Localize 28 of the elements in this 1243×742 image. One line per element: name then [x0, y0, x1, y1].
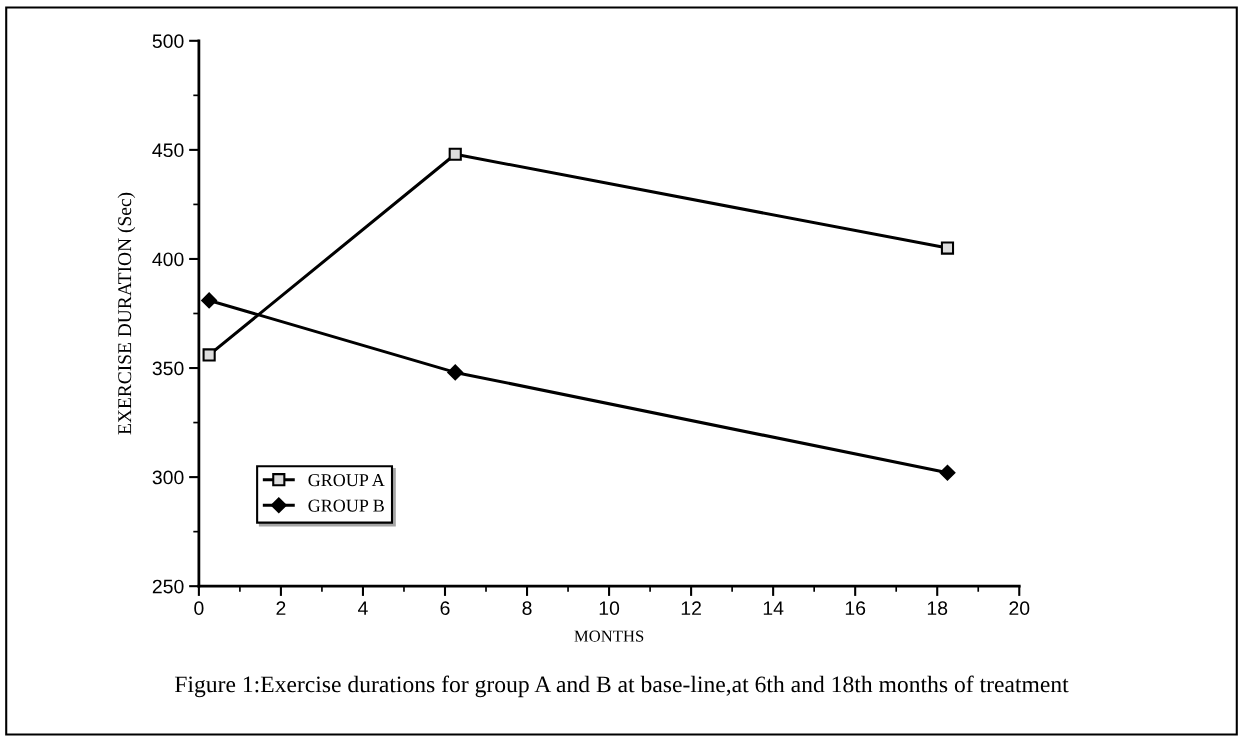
x-tick-label: 0 — [194, 601, 204, 616]
y-axis-title: EXERCISE DURATION (Sec) — [117, 192, 136, 435]
point — [202, 348, 216, 362]
point — [940, 241, 955, 255]
y-tick-label: 300 — [152, 470, 184, 485]
x-tick-label: 2 — [276, 601, 286, 615]
point — [448, 147, 462, 161]
x-tick-label: 10 — [599, 601, 620, 616]
y-tick-label: 400 — [152, 252, 184, 267]
point — [201, 292, 218, 309]
point — [447, 364, 464, 381]
y-tick-label: 350 — [152, 361, 184, 376]
legend-label: GROUP A — [308, 474, 385, 487]
legend-label: GROUP B — [308, 499, 384, 512]
x-axis-title: MONTHS — [574, 630, 644, 642]
x-tick-label: 16 — [845, 601, 866, 616]
x-tick-label: 8 — [522, 601, 532, 616]
point — [939, 464, 956, 481]
x-tick-label: 4 — [358, 601, 368, 615]
y-tick-label: 250 — [152, 579, 184, 594]
x-tick-label: 12 — [681, 601, 701, 615]
x-tick-label: 18 — [927, 601, 948, 616]
x-tick-label: 20 — [1009, 601, 1030, 616]
y-tick-label: 500 — [152, 34, 184, 49]
x-tick-label: 6 — [440, 601, 450, 616]
x-tick-label: 14 — [763, 601, 784, 615]
y-tick-label: 450 — [152, 143, 184, 158]
caption: Figure 1:Exercise durations for group A and B at base-line,at 6th and 18th months of treatment — [174, 675, 1069, 698]
